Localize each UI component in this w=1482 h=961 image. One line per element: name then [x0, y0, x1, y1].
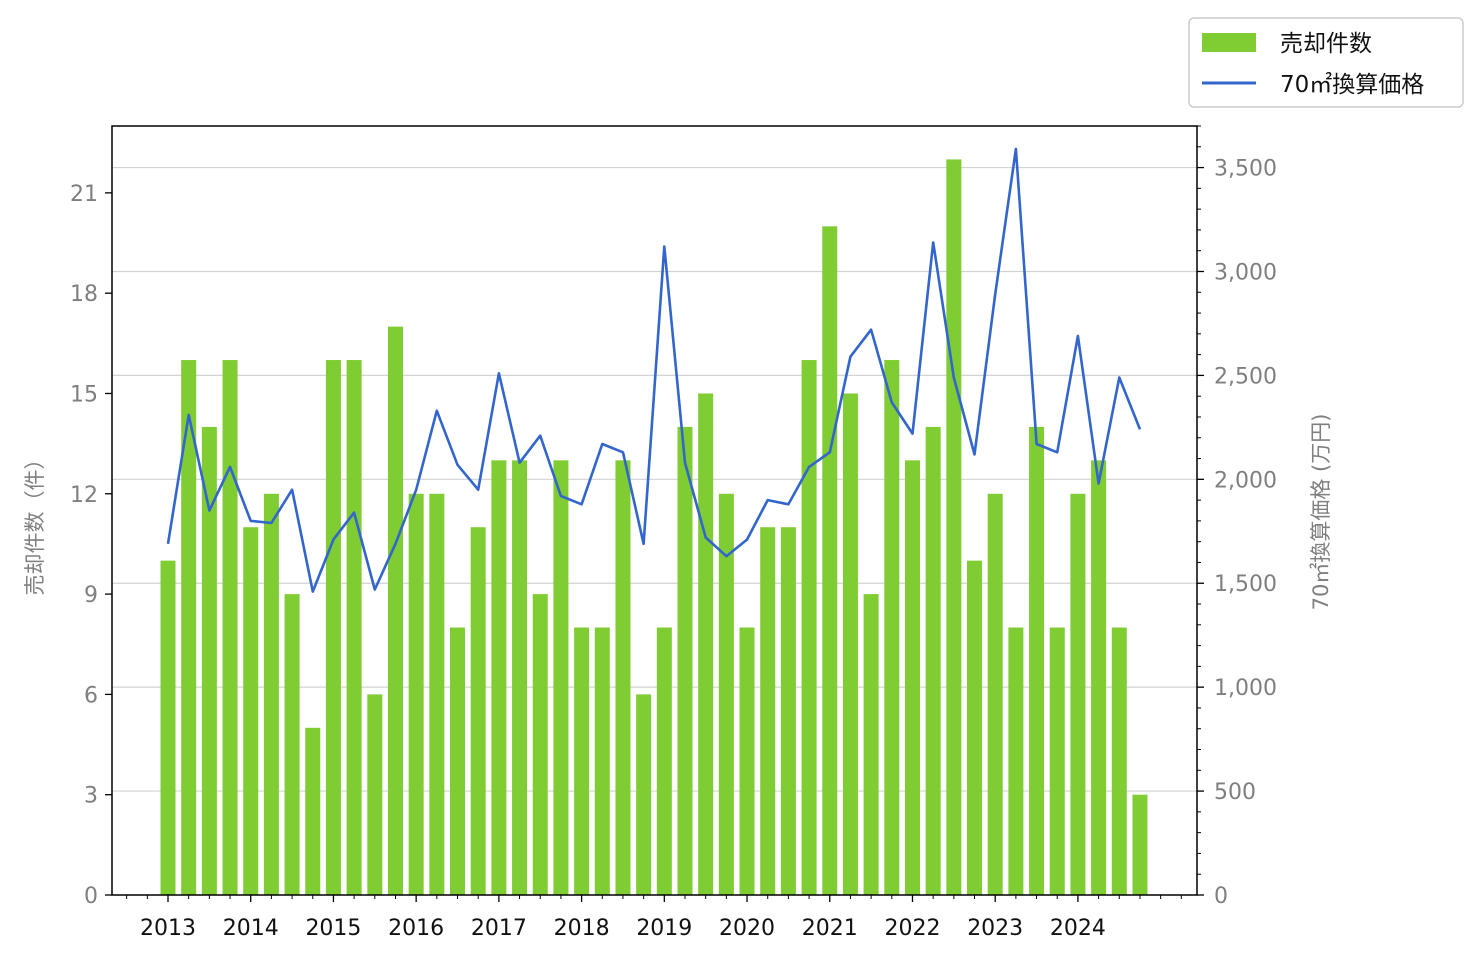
bar	[863, 594, 879, 895]
x-tick-label: 2015	[305, 916, 361, 941]
left-tick-label: 15	[70, 382, 98, 407]
bar	[160, 560, 176, 895]
x-tick-label: 2023	[967, 916, 1023, 941]
left-tick-label: 9	[84, 583, 98, 608]
bar	[305, 727, 321, 895]
x-tick-label: 2017	[471, 916, 527, 941]
bar	[1132, 794, 1148, 895]
bar	[408, 493, 424, 895]
x-tick-label: 2022	[884, 916, 940, 941]
bar	[594, 627, 610, 895]
legend-label-price: 70㎡換算価格	[1280, 72, 1424, 98]
bar	[884, 360, 900, 896]
x-tick-label: 2013	[140, 916, 196, 941]
bar	[842, 393, 858, 895]
x-tick-label: 2014	[223, 916, 279, 941]
x-tick-label: 2016	[388, 916, 444, 941]
legend-label-sales-count: 売却件数	[1280, 31, 1372, 57]
plot-frame	[111, 125, 1198, 896]
price-line	[166, 147, 1142, 593]
bar	[780, 527, 796, 895]
bar	[925, 426, 941, 895]
bar	[987, 493, 1003, 895]
right-tick-label: 3,000	[1214, 260, 1277, 285]
left-y-axis: 0 3 6 9 12 15 18 21	[70, 182, 112, 909]
bar	[512, 460, 528, 895]
legend: 売却件数 70㎡換算価格	[1188, 17, 1464, 108]
bar	[429, 493, 445, 895]
legend-swatch-bar	[1202, 33, 1256, 52]
right-tick-label: 2,000	[1214, 468, 1277, 493]
line-series	[166, 147, 1142, 593]
left-tick-label: 3	[84, 784, 98, 809]
bar	[284, 594, 300, 895]
bar	[1029, 426, 1045, 895]
right-tick-label: 500	[1214, 780, 1256, 805]
bar	[222, 360, 238, 896]
bar	[946, 159, 962, 895]
bar	[491, 460, 507, 895]
bar	[822, 226, 838, 896]
bar	[181, 360, 197, 896]
left-tick-label: 6	[84, 683, 98, 708]
bar	[346, 360, 362, 896]
x-tick-label: 2021	[802, 916, 858, 941]
bar	[801, 360, 817, 896]
x-tick-label: 2020	[719, 916, 775, 941]
left-tick-label: 21	[70, 182, 98, 207]
bar	[470, 527, 486, 895]
bar	[760, 527, 776, 895]
right-tick-label: 1,500	[1214, 572, 1277, 597]
x-tick-label: 2019	[636, 916, 692, 941]
bar-series	[160, 159, 1148, 896]
bar	[450, 627, 466, 895]
bar	[1070, 493, 1086, 895]
bar	[739, 627, 755, 895]
bar	[967, 560, 983, 895]
left-y-axis-label: 売却件数（件）	[23, 449, 47, 596]
bar	[553, 460, 569, 895]
x-tick-label: 2024	[1050, 916, 1106, 941]
right-y-axis-label: 70㎡換算価格 (万円)	[1309, 414, 1333, 611]
bar	[574, 627, 590, 895]
bar	[325, 360, 341, 896]
bar	[677, 426, 693, 895]
bar	[243, 527, 259, 895]
bar	[532, 594, 548, 895]
legend-box	[1188, 17, 1464, 108]
left-tick-label: 18	[70, 282, 98, 307]
bar	[201, 426, 217, 895]
bar	[615, 460, 631, 895]
bar	[636, 694, 652, 895]
x-tick-label: 2018	[554, 916, 610, 941]
right-tick-label: 2,500	[1214, 364, 1277, 389]
right-tick-label: 3,500	[1214, 157, 1277, 182]
bar	[1008, 627, 1024, 895]
left-tick-label: 0	[84, 884, 98, 909]
bar	[1049, 627, 1065, 895]
bar	[263, 493, 279, 895]
left-tick-label: 12	[70, 483, 98, 508]
right-tick-label: 1,000	[1214, 676, 1277, 701]
bar	[698, 393, 714, 895]
bar	[904, 460, 920, 895]
bar	[387, 326, 403, 895]
bar	[1111, 627, 1127, 895]
right-tick-label: 0	[1214, 884, 1228, 909]
x-axis: 2013 2014 2015 2016 2017 2018 2019 2020 2021 2022…	[126, 895, 1182, 941]
bar	[1091, 460, 1107, 895]
right-y-axis: 0 500 1,000 1,500 2,000 2,500 3,000 3,500	[1197, 125, 1277, 909]
bar	[367, 694, 383, 895]
bar	[718, 493, 734, 895]
bar	[656, 627, 672, 895]
